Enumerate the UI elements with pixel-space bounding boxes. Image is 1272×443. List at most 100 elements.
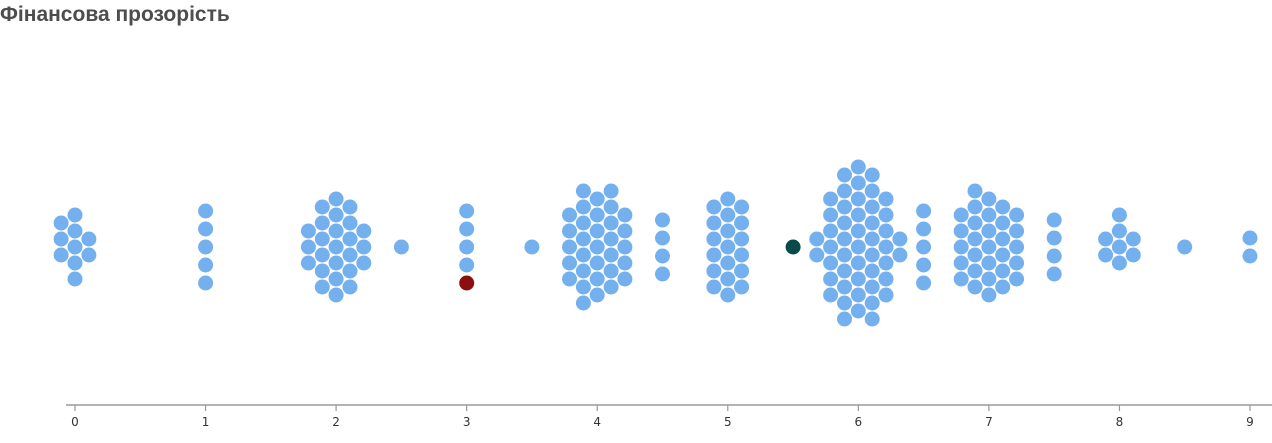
data-point[interactable] bbox=[878, 207, 894, 223]
data-point[interactable] bbox=[603, 231, 619, 247]
data-point[interactable] bbox=[967, 215, 983, 231]
data-point[interactable] bbox=[850, 191, 866, 207]
data-point[interactable] bbox=[589, 239, 605, 255]
data-point[interactable] bbox=[823, 271, 839, 287]
data-point[interactable] bbox=[734, 199, 750, 215]
data-point[interactable] bbox=[823, 191, 839, 207]
data-point[interactable] bbox=[1098, 231, 1114, 247]
data-point[interactable] bbox=[300, 239, 316, 255]
data-point[interactable] bbox=[328, 271, 344, 287]
data-point[interactable] bbox=[575, 199, 591, 215]
data-point[interactable] bbox=[878, 223, 894, 239]
data-point[interactable] bbox=[850, 159, 866, 175]
data-point[interactable] bbox=[892, 231, 908, 247]
data-point[interactable] bbox=[575, 295, 591, 311]
data-point[interactable] bbox=[1046, 248, 1062, 264]
data-point[interactable] bbox=[603, 183, 619, 199]
data-point[interactable] bbox=[655, 212, 670, 228]
data-point[interactable] bbox=[720, 271, 736, 287]
data-point[interactable] bbox=[785, 239, 801, 255]
data-point[interactable] bbox=[837, 279, 852, 295]
data-point[interactable] bbox=[67, 239, 83, 255]
data-point[interactable] bbox=[67, 255, 83, 271]
data-point[interactable] bbox=[198, 221, 214, 237]
data-point[interactable] bbox=[720, 191, 736, 207]
data-point[interactable] bbox=[878, 271, 894, 287]
data-point[interactable] bbox=[995, 263, 1011, 279]
data-point[interactable] bbox=[81, 247, 97, 263]
data-point[interactable] bbox=[837, 231, 852, 247]
data-point[interactable] bbox=[892, 247, 908, 263]
data-point[interactable] bbox=[878, 239, 894, 255]
data-point[interactable] bbox=[617, 271, 633, 287]
data-point[interactable] bbox=[981, 223, 997, 239]
data-point[interactable] bbox=[995, 231, 1011, 247]
data-point[interactable] bbox=[603, 279, 619, 295]
data-point[interactable] bbox=[809, 247, 825, 263]
data-point[interactable] bbox=[562, 239, 577, 255]
data-point[interactable] bbox=[575, 183, 591, 199]
data-point[interactable] bbox=[995, 247, 1011, 263]
data-point[interactable] bbox=[864, 199, 880, 215]
data-point[interactable] bbox=[706, 199, 722, 215]
data-point[interactable] bbox=[837, 311, 852, 327]
data-point[interactable] bbox=[967, 247, 983, 263]
data-point[interactable] bbox=[916, 239, 932, 255]
data-point[interactable] bbox=[617, 207, 633, 223]
data-point[interactable] bbox=[300, 223, 316, 239]
data-point[interactable] bbox=[300, 255, 316, 271]
data-point[interactable] bbox=[328, 223, 344, 239]
data-point[interactable] bbox=[53, 231, 69, 247]
data-point[interactable] bbox=[981, 287, 997, 303]
data-point[interactable] bbox=[837, 263, 852, 279]
data-point[interactable] bbox=[356, 223, 372, 239]
data-point[interactable] bbox=[864, 215, 880, 231]
data-point[interactable] bbox=[575, 263, 591, 279]
data-point[interactable] bbox=[655, 248, 670, 264]
data-point[interactable] bbox=[837, 167, 852, 183]
data-point[interactable] bbox=[734, 215, 750, 231]
data-point[interactable] bbox=[562, 255, 577, 271]
data-point[interactable] bbox=[603, 199, 619, 215]
data-point[interactable] bbox=[342, 199, 358, 215]
data-point[interactable] bbox=[734, 231, 750, 247]
data-point[interactable] bbox=[53, 215, 69, 231]
data-point[interactable] bbox=[1046, 212, 1062, 228]
data-point[interactable] bbox=[850, 287, 866, 303]
data-point[interactable] bbox=[734, 247, 750, 263]
data-point[interactable] bbox=[589, 223, 605, 239]
data-point[interactable] bbox=[328, 287, 344, 303]
data-point[interactable] bbox=[1242, 230, 1258, 246]
data-point[interactable] bbox=[850, 303, 866, 319]
data-point[interactable] bbox=[864, 183, 880, 199]
data-point[interactable] bbox=[524, 239, 540, 255]
data-point[interactable] bbox=[850, 255, 866, 271]
data-point[interactable] bbox=[706, 215, 722, 231]
data-point[interactable] bbox=[981, 271, 997, 287]
data-point[interactable] bbox=[655, 266, 670, 282]
data-point[interactable] bbox=[837, 183, 852, 199]
data-point[interactable] bbox=[864, 263, 880, 279]
data-point[interactable] bbox=[342, 279, 358, 295]
data-point[interactable] bbox=[706, 231, 722, 247]
data-point[interactable] bbox=[1125, 247, 1141, 263]
data-point[interactable] bbox=[655, 230, 670, 246]
data-point[interactable] bbox=[734, 279, 750, 295]
data-point[interactable] bbox=[1009, 207, 1025, 223]
data-point[interactable] bbox=[81, 231, 97, 247]
data-point[interactable] bbox=[575, 247, 591, 263]
data-point[interactable] bbox=[562, 223, 577, 239]
data-point[interactable] bbox=[864, 279, 880, 295]
data-point[interactable] bbox=[720, 207, 736, 223]
data-point[interactable] bbox=[995, 199, 1011, 215]
data-point[interactable] bbox=[67, 207, 83, 223]
data-point[interactable] bbox=[459, 257, 475, 273]
data-point[interactable] bbox=[617, 239, 633, 255]
data-point[interactable] bbox=[562, 207, 577, 223]
data-point[interactable] bbox=[328, 255, 344, 271]
data-point[interactable] bbox=[981, 255, 997, 271]
data-point[interactable] bbox=[589, 287, 605, 303]
data-point[interactable] bbox=[1009, 271, 1025, 287]
data-point[interactable] bbox=[953, 271, 969, 287]
data-point[interactable] bbox=[967, 183, 983, 199]
